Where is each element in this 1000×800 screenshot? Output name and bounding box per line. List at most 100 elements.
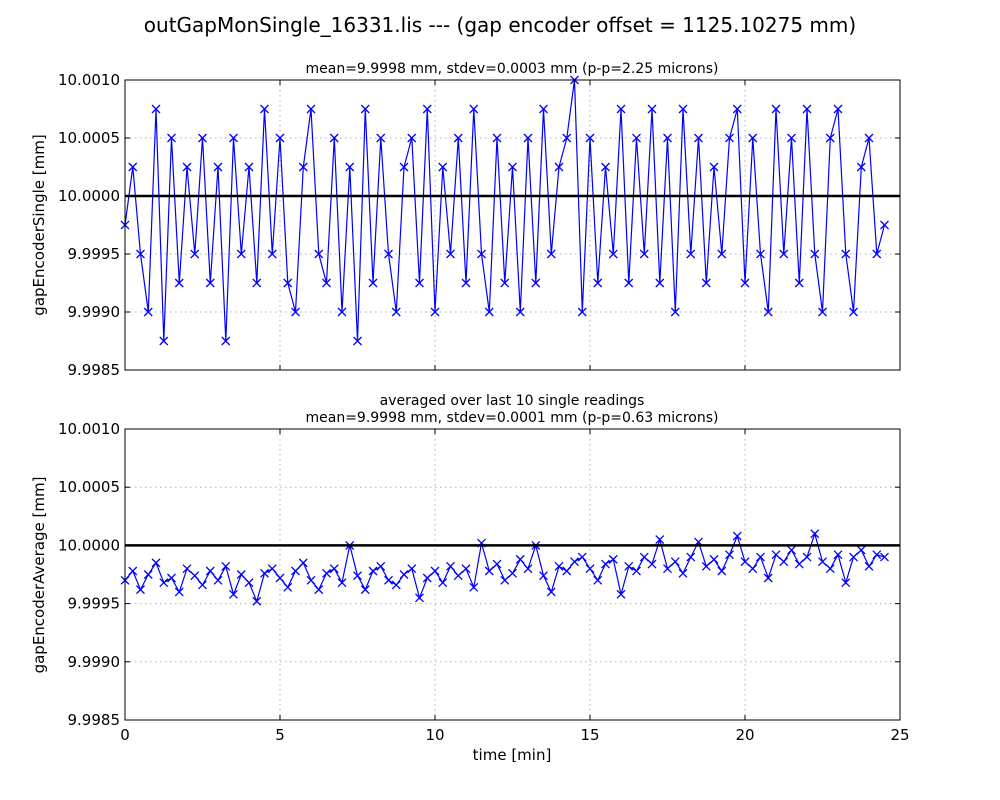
top-data-point bbox=[849, 307, 858, 317]
top-data-point bbox=[275, 133, 285, 143]
top-data-point bbox=[779, 249, 789, 259]
top-data-point bbox=[174, 278, 184, 288]
bottom-data-point bbox=[880, 552, 889, 562]
bottom-data-point bbox=[639, 552, 649, 562]
top-data-point bbox=[686, 249, 696, 259]
bottom-data-point bbox=[787, 545, 796, 555]
bottom-data-point bbox=[469, 582, 479, 592]
bottom-x-tick-label: 20 bbox=[735, 726, 754, 744]
bottom-data-point bbox=[523, 564, 533, 574]
bottom-data-point bbox=[670, 557, 680, 567]
top-data-point bbox=[810, 249, 820, 259]
top-y-axis-label: gapEncoderSingle [mm] bbox=[30, 134, 48, 315]
bottom-y-tick-label: 10.0005 bbox=[58, 478, 120, 496]
top-data-point bbox=[376, 133, 386, 143]
top-data-point bbox=[151, 104, 161, 114]
bottom-plot-title-line2: mean=9.9998 mm, stdev=0.0001 mm (p-p=0.6… bbox=[305, 410, 718, 426]
bottom-data-point bbox=[655, 535, 665, 545]
bottom-data-point bbox=[833, 550, 843, 560]
bottom-data-point bbox=[205, 566, 215, 576]
bottom-data-point bbox=[624, 561, 634, 571]
top-data-point bbox=[554, 162, 564, 172]
top-data-point bbox=[438, 162, 448, 172]
bottom-data-point bbox=[554, 561, 564, 571]
top-data-point bbox=[531, 278, 541, 288]
top-data-point bbox=[763, 307, 773, 317]
bottom-data-point bbox=[492, 559, 502, 569]
top-data-point bbox=[415, 278, 424, 288]
top-data-point bbox=[399, 162, 409, 172]
top-data-point bbox=[771, 104, 781, 114]
top-data-point bbox=[500, 278, 510, 288]
top-data-point bbox=[384, 249, 393, 259]
top-data-point bbox=[322, 278, 331, 288]
bottom-data-point bbox=[841, 578, 851, 588]
top-series-line bbox=[124, 79, 886, 342]
bottom-data-point bbox=[174, 587, 184, 597]
top-data-point bbox=[833, 104, 843, 114]
top-data-point bbox=[647, 104, 657, 114]
bottom-data-point bbox=[260, 568, 269, 578]
top-data-point bbox=[159, 336, 169, 346]
bottom-data-point bbox=[244, 578, 254, 588]
bottom-data-point bbox=[484, 566, 494, 576]
bottom-data-point bbox=[864, 561, 874, 571]
bottom-data-point bbox=[740, 557, 750, 567]
top-data-point bbox=[368, 278, 378, 288]
bottom-data-point bbox=[236, 570, 246, 579]
bottom-data-point bbox=[283, 582, 293, 592]
bottom-data-point bbox=[461, 564, 471, 574]
bottom-data-point bbox=[314, 585, 324, 595]
top-data-point bbox=[430, 307, 440, 317]
top-plot-title: mean=9.9998 mm, stdev=0.0003 mm (p-p=2.2… bbox=[305, 61, 718, 77]
top-data-point bbox=[880, 220, 889, 230]
bottom-data-point bbox=[136, 585, 145, 595]
bottom-data-point bbox=[190, 571, 200, 581]
top-data-point bbox=[546, 249, 556, 259]
top-data-point bbox=[787, 133, 796, 143]
bottom-data-point bbox=[763, 573, 773, 583]
bottom-data-point bbox=[415, 593, 424, 603]
bottom-axes-frame bbox=[124, 428, 901, 721]
bottom-data-point bbox=[252, 596, 262, 606]
bottom-data-point bbox=[756, 552, 765, 562]
top-data-point bbox=[469, 104, 479, 114]
x-axis-label: time [min] bbox=[473, 746, 552, 764]
bottom-data-point bbox=[717, 566, 727, 576]
top-data-point bbox=[701, 278, 711, 288]
top-axes-frame bbox=[124, 79, 901, 371]
top-y-tick-label: 9.9985 bbox=[68, 361, 121, 379]
bottom-data-point bbox=[438, 578, 448, 588]
top-data-point bbox=[585, 133, 595, 143]
top-data-point bbox=[624, 278, 634, 288]
top-data-point bbox=[422, 104, 432, 114]
bottom-data-point bbox=[678, 568, 688, 578]
bottom-data-point bbox=[143, 570, 153, 579]
top-data-point bbox=[725, 133, 734, 143]
top-data-point bbox=[864, 133, 874, 143]
top-y-tick-label: 10.0005 bbox=[58, 129, 120, 147]
bottom-data-point bbox=[337, 578, 347, 588]
top-data-point bbox=[291, 307, 300, 317]
top-data-point bbox=[190, 249, 200, 259]
top-data-point bbox=[236, 249, 246, 259]
top-data-point bbox=[616, 104, 626, 114]
bottom-data-point bbox=[818, 557, 827, 567]
bottom-data-point bbox=[810, 529, 820, 539]
top-data-point bbox=[453, 133, 463, 143]
bottom-data-point bbox=[221, 561, 231, 571]
bottom-data-point bbox=[585, 564, 595, 574]
top-data-point bbox=[298, 162, 308, 172]
top-y-tick-label: 9.9995 bbox=[68, 245, 121, 263]
bottom-plot-title-line1: averaged over last 10 single readings bbox=[380, 393, 645, 409]
bottom-data-point bbox=[229, 589, 238, 599]
bottom-data-point bbox=[515, 554, 525, 564]
bottom-data-point bbox=[663, 564, 672, 574]
top-data-point bbox=[818, 307, 827, 317]
top-data-point bbox=[709, 162, 719, 172]
bottom-data-point bbox=[577, 552, 587, 562]
bottom-data-point bbox=[167, 573, 176, 583]
bottom-data-point bbox=[771, 550, 781, 560]
bottom-data-point bbox=[802, 552, 812, 562]
